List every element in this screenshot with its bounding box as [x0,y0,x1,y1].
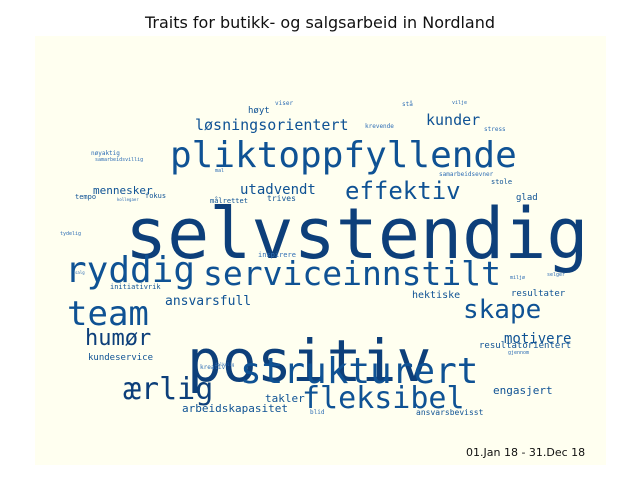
word-hektiske: hektiske [412,290,460,301]
word-glad: glad [516,193,538,203]
word-miljø: miljø [510,275,525,281]
word-mennesker: mennesker [93,184,153,197]
word-ærlig: ærlig [123,372,213,407]
word-stå: stå [402,101,413,108]
word-viser: viser [275,100,293,107]
word-vilje: vilje [452,100,467,106]
word-pliktoppfyllende: pliktoppfyllende [170,135,517,176]
word-takler: takler [265,392,305,405]
word-kundeservice: kundeservice [88,353,153,363]
word-cloud-canvas: selvstendig positiv pliktoppfyllende strukt… [60,100,589,417]
word-selvstendig: selvstendig [125,193,589,275]
word-mal: mal [215,168,224,174]
word-samarbeidsevner: samarbeidsevner [439,171,494,178]
word-ansvarsfull: ansvarsfull [165,294,251,309]
word-motivere: motivere [504,331,571,347]
word-nøyaktig: nøyaktig [91,150,120,157]
word-kunder: kunder [426,111,480,129]
word-fokus: fokus [145,192,166,200]
word-gjennom: gjennom [508,350,529,356]
word-team: team [67,294,149,334]
word-resultatorientert: resultatorientert [479,341,571,351]
word-resultater: resultater [511,289,566,299]
word-samarbeidsvillig: samarbeidsvillig [95,157,143,163]
word-kollegaer: kollegaer [117,197,139,202]
word-folkelig: folkelig [215,362,235,367]
word-serviceinnstilt: serviceinnstilt [203,254,501,293]
word-ansvarsbevisst: ansvarsbevisst [416,408,484,417]
word-løsningsorientert: løsningsorientert [195,116,349,134]
word-utadvendt: utadvendt [240,182,316,198]
word-ryddig: ryddig [65,250,195,291]
date-range: 01.Jan 18 - 31.Dec 18 [466,446,586,459]
word-cloud: selvstendig positiv pliktoppfyllende strukt… [35,36,606,465]
word-fleksibel: fleksibel [302,381,465,416]
word-humør: humør [85,326,151,351]
word-initiativrik: initiativrik [110,283,161,291]
word-høyt: høyt [248,106,270,116]
word-tempo: tempo [75,193,96,201]
word-selger: selger [547,272,565,278]
word-krevende: krevende [365,123,394,130]
word-engasjert: engasjert [493,384,553,397]
word-effektiv: effektiv [345,177,461,205]
word-strukturert: strukturert [240,351,478,392]
chart-title: Traits for butikk- og salgsarbeid in Nor… [144,13,496,32]
word-arbeidskapasitet: arbeidskapasitet [182,402,288,415]
word-tydelig: tydelig [60,231,81,237]
word-kreativ: kreativ [200,364,226,371]
word-stress: stress [484,126,506,133]
word-trives: trives [267,194,296,203]
word-positiv: positiv [187,327,431,395]
word-inspirere: inspirere [258,251,296,259]
word-salg: salg [75,270,85,275]
word-målrettet: målrettet [210,196,248,205]
word-skape: skape [463,295,541,325]
word-stole: stole [491,178,512,186]
word-blid: blid [310,409,325,416]
